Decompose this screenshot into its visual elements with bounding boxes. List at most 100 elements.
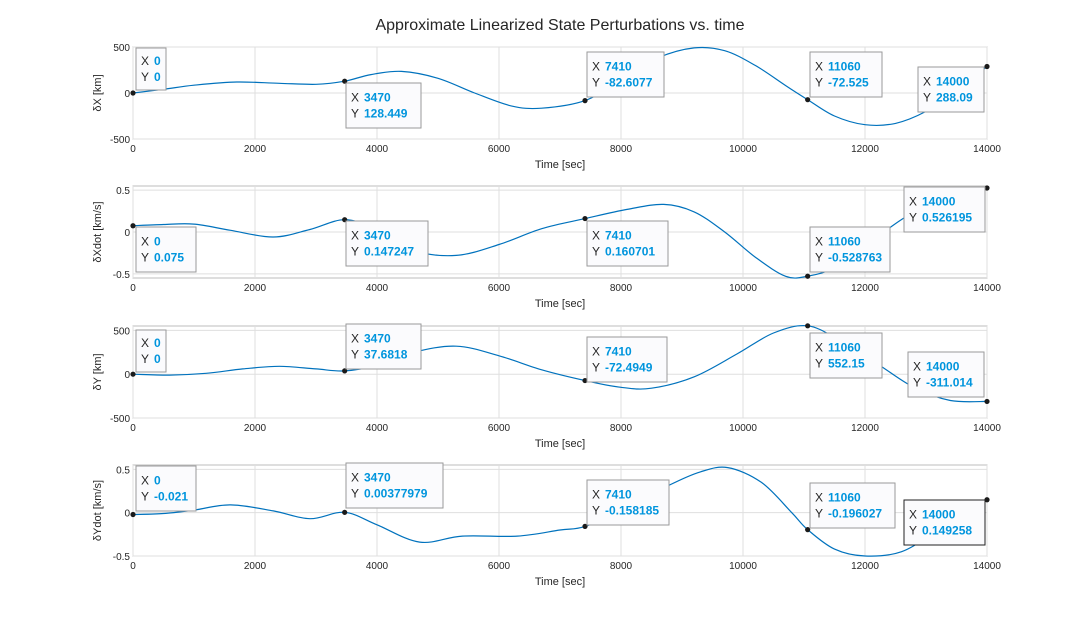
datatip[interactable]: X 11060 Y -0.528763 <box>809 226 891 273</box>
datatip-marker[interactable] <box>130 90 136 96</box>
datatip-x-value: 0 <box>154 474 161 488</box>
datatip-box[interactable] <box>903 499 986 546</box>
datatip-x-value: 7410 <box>605 488 632 502</box>
datatip[interactable]: X 7410 Y -82.6077 <box>586 51 665 98</box>
datatip-box[interactable] <box>907 351 985 398</box>
datatip[interactable]: X 14000 Y 288.09 <box>917 66 985 113</box>
datatip[interactable]: X 0Y 0 <box>135 47 167 91</box>
datatip-y-key: Y <box>351 107 359 121</box>
datatip[interactable]: X 0Y 0 <box>135 329 167 373</box>
datatip-marker[interactable] <box>130 223 136 229</box>
datatip-marker[interactable] <box>805 323 811 329</box>
datatip[interactable]: X 7410 Y 0.160701 <box>586 220 669 267</box>
datatip-marker[interactable] <box>805 273 811 279</box>
datatip[interactable]: X 14000 Y 0.149258 <box>903 499 986 546</box>
datatip-box[interactable] <box>809 482 896 529</box>
datatip-box[interactable] <box>586 479 670 526</box>
datatip[interactable]: X 14000 Y 0.526195 <box>903 186 986 233</box>
datatip-x-key: X <box>351 332 359 346</box>
datatip-y-key: Y <box>141 70 149 84</box>
x-tick-label: 6000 <box>488 283 511 294</box>
datatip-box[interactable] <box>135 465 197 512</box>
datatip-x-value: 0 <box>154 235 161 249</box>
datatip-marker[interactable] <box>984 63 990 70</box>
datatip[interactable]: X 11060 Y -72.525 <box>809 51 883 98</box>
datatip-y-value: -72.525 <box>828 76 869 90</box>
datatip-marker[interactable] <box>805 97 811 103</box>
datatip[interactable]: X 3470 Y 128.449 <box>345 82 422 129</box>
subplot-2: 0 2000 4000 6000 8000 10000 12000 14000 -0.5 0 0.5… <box>92 185 1001 310</box>
datatip-marker[interactable] <box>342 509 348 515</box>
datatip-x-key: X <box>141 336 149 350</box>
datatip-marker[interactable] <box>342 368 348 374</box>
datatip-marker[interactable] <box>984 398 990 405</box>
datatip-x-key: X <box>592 488 600 502</box>
datatip-box[interactable] <box>135 47 167 91</box>
datatip-box[interactable] <box>586 336 668 383</box>
datatip-x-key: X <box>592 229 600 243</box>
datatip[interactable]: X 7410 Y -72.4949 <box>586 336 668 383</box>
datatip-y-key: Y <box>913 376 921 390</box>
datatip-marker[interactable] <box>582 377 588 384</box>
datatip-marker[interactable] <box>984 185 990 191</box>
datatip[interactable]: X 3470 Y 0.147247 <box>345 220 429 267</box>
datatip-x-key: X <box>909 195 917 209</box>
x-tick-label: 14000 <box>973 144 1001 155</box>
x-axis-label: Time [sec] <box>535 159 585 171</box>
datatip-x-key: X <box>351 229 359 243</box>
datatip-y-value: 128.449 <box>364 107 408 121</box>
y-tick-label: -500 <box>110 135 130 146</box>
datatip[interactable]: X 11060 Y -0.196027 <box>809 482 896 529</box>
datatip-y-value: 0.149258 <box>922 524 972 538</box>
datatip-box[interactable] <box>809 332 883 379</box>
datatip-x-value: 14000 <box>922 508 956 522</box>
datatip-marker[interactable] <box>582 97 588 104</box>
datatip[interactable]: X 7410 Y -0.158185 <box>586 479 670 526</box>
datatip-box[interactable] <box>135 226 197 273</box>
datatip-x-value: 14000 <box>926 360 960 374</box>
x-tick-label: 2000 <box>244 144 267 155</box>
datatip-box[interactable] <box>586 220 669 267</box>
datatip-marker[interactable] <box>984 497 990 503</box>
datatip-box[interactable] <box>903 186 986 233</box>
x-axis-label: Time [sec] <box>535 298 585 310</box>
x-tick-label: 8000 <box>610 423 633 434</box>
datatip-marker[interactable] <box>805 527 811 533</box>
datatip-box[interactable] <box>345 220 429 267</box>
datatip-x-value: 11060 <box>828 341 861 355</box>
datatip-marker[interactable] <box>342 78 348 84</box>
datatip-x-value: 7410 <box>605 345 632 359</box>
datatip[interactable]: X 11060 Y 552.15 <box>809 332 883 379</box>
datatip[interactable]: X 14000 Y -311.014 <box>907 351 985 398</box>
datatip-x-key: X <box>909 508 917 522</box>
x-tick-label: 12000 <box>851 283 879 294</box>
datatip-y-key: Y <box>909 524 917 538</box>
datatip-marker[interactable] <box>582 215 588 222</box>
datatip-box[interactable] <box>345 82 422 129</box>
datatip-box[interactable] <box>135 329 167 373</box>
datatip-box[interactable] <box>917 66 985 113</box>
datatip-y-value: -311.014 <box>926 376 973 390</box>
datatip-box[interactable] <box>809 226 891 273</box>
figure-title: Approximate Linearized State Perturbatio… <box>375 17 744 34</box>
datatip-x-value: 0 <box>154 54 161 68</box>
datatip-marker[interactable] <box>582 523 588 529</box>
datatip-y-key: Y <box>141 490 149 504</box>
datatip[interactable]: X 3470 Y 0.00377979 <box>345 462 444 509</box>
x-tick-label: 10000 <box>729 423 757 434</box>
datatip-y-value: 0.147247 <box>364 245 414 259</box>
x-tick-label: 4000 <box>366 423 389 434</box>
datatip-x-value: 3470 <box>364 229 391 243</box>
datatip-box[interactable] <box>345 462 444 509</box>
x-tick-label: 2000 <box>244 561 267 572</box>
datatip[interactable]: X 0Y 0.075 <box>135 226 197 273</box>
datatip[interactable]: X 3470 Y 37.6818 <box>345 323 422 370</box>
datatip-x-key: X <box>815 341 823 355</box>
datatip-box[interactable] <box>586 51 665 98</box>
datatip-marker[interactable] <box>130 371 136 377</box>
datatip-y-key: Y <box>592 76 600 90</box>
datatip-box[interactable] <box>345 323 422 370</box>
datatip-marker[interactable] <box>130 511 136 518</box>
datatip-box[interactable] <box>809 51 883 98</box>
datatip[interactable]: X 0Y -0.021 <box>135 465 197 512</box>
